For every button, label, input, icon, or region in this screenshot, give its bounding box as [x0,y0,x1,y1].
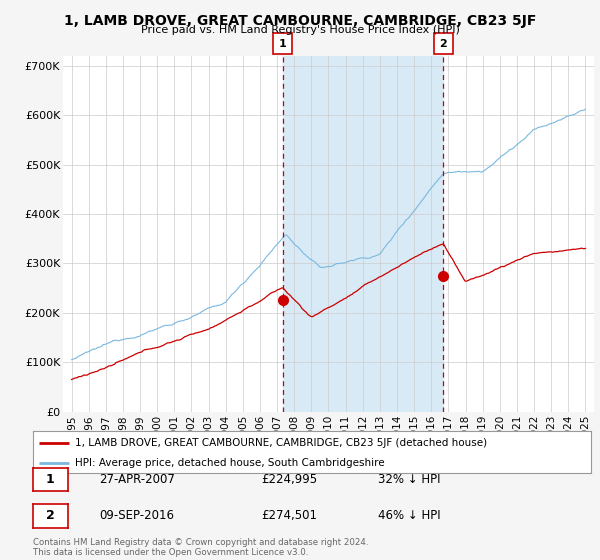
FancyBboxPatch shape [273,33,292,54]
Text: HPI: Average price, detached house, South Cambridgeshire: HPI: Average price, detached house, Sout… [75,458,385,468]
Text: 1, LAMB DROVE, GREAT CAMBOURNE, CAMBRIDGE, CB23 5JF: 1, LAMB DROVE, GREAT CAMBOURNE, CAMBRIDG… [64,14,536,28]
Text: 1: 1 [46,473,55,486]
Text: Price paid vs. HM Land Registry's House Price Index (HPI): Price paid vs. HM Land Registry's House … [140,25,460,35]
Text: 1, LAMB DROVE, GREAT CAMBOURNE, CAMBRIDGE, CB23 5JF (detached house): 1, LAMB DROVE, GREAT CAMBOURNE, CAMBRIDG… [75,437,487,447]
FancyBboxPatch shape [434,33,452,54]
Text: £274,501: £274,501 [261,509,317,522]
Text: 2: 2 [46,509,55,522]
Text: 32% ↓ HPI: 32% ↓ HPI [378,473,440,486]
Text: Contains HM Land Registry data © Crown copyright and database right 2024.
This d: Contains HM Land Registry data © Crown c… [33,538,368,557]
Text: £224,995: £224,995 [261,473,317,486]
Text: 2: 2 [439,39,447,49]
Bar [283,56,443,412]
Text: 46% ↓ HPI: 46% ↓ HPI [378,509,440,522]
Text: 27-APR-2007: 27-APR-2007 [99,473,175,486]
Text: 1: 1 [279,39,286,49]
Text: 09-SEP-2016: 09-SEP-2016 [99,509,174,522]
